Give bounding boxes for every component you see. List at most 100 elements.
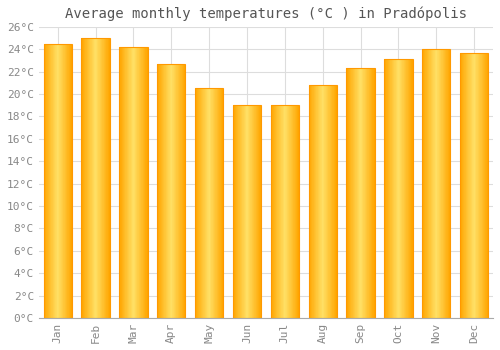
Bar [422,49,423,318]
Bar [145,47,146,318]
Bar [288,105,289,318]
Bar [440,49,441,318]
Bar [88,38,89,318]
Bar [352,68,353,318]
Bar [468,52,469,318]
Bar [82,38,110,318]
Bar [405,59,406,318]
Bar [246,105,247,318]
Bar [277,105,278,318]
Bar [89,38,90,318]
Bar [60,44,61,318]
Bar [354,68,355,318]
Bar [210,88,211,318]
Bar [350,68,351,318]
Bar [398,59,399,318]
Bar [460,52,461,318]
Bar [214,88,215,318]
Bar [103,38,104,318]
Bar [177,64,178,318]
Bar [215,88,216,318]
Bar [286,105,287,318]
Bar [84,38,85,318]
Bar [172,64,173,318]
Bar [409,59,410,318]
Bar [157,64,186,318]
Bar [351,68,352,318]
Bar [91,38,92,318]
Bar [478,52,479,318]
Bar [92,38,94,318]
Bar [121,47,122,318]
Bar [132,47,133,318]
Bar [161,64,162,318]
Bar [432,49,433,318]
Bar [429,49,430,318]
Bar [391,59,392,318]
Bar [469,52,470,318]
Bar [138,47,139,318]
Bar [313,85,314,318]
Bar [181,64,182,318]
Bar [62,44,63,318]
Bar [234,105,235,318]
Bar [270,105,271,318]
Bar [137,47,138,318]
Bar [487,52,488,318]
Bar [178,64,179,318]
Bar [94,38,95,318]
Bar [390,59,391,318]
Bar [336,85,337,318]
Bar [206,88,207,318]
Bar [438,49,439,318]
Bar [144,47,145,318]
Bar [294,105,295,318]
Bar [221,88,222,318]
Bar [385,59,386,318]
Bar [176,64,177,318]
Bar [387,59,388,318]
Bar [197,88,198,318]
Bar [293,105,294,318]
Bar [162,64,163,318]
Bar [312,85,313,318]
Bar [44,44,72,318]
Bar [244,105,246,318]
Bar [297,105,298,318]
Bar [159,64,160,318]
Bar [285,105,286,318]
Bar [147,47,148,318]
Bar [211,88,212,318]
Bar [347,68,348,318]
Bar [183,64,184,318]
Bar [202,88,203,318]
Bar [463,52,464,318]
Bar [371,68,372,318]
Bar [180,64,181,318]
Bar [100,38,102,318]
Bar [442,49,443,318]
Bar [464,52,465,318]
Bar [346,68,347,318]
Bar [47,44,48,318]
Bar [427,49,428,318]
Bar [122,47,123,318]
Bar [53,44,54,318]
Bar [477,52,478,318]
Bar [322,85,324,318]
Bar [295,105,296,318]
Bar [128,47,129,318]
Bar [71,44,72,318]
Bar [209,88,210,318]
Bar [123,47,124,318]
Bar [334,85,335,318]
Bar [357,68,358,318]
Bar [439,49,440,318]
Bar [366,68,367,318]
Bar [200,88,201,318]
Bar [321,85,322,318]
Bar [238,105,239,318]
Bar [125,47,126,318]
Bar [126,47,127,318]
Bar [410,59,411,318]
